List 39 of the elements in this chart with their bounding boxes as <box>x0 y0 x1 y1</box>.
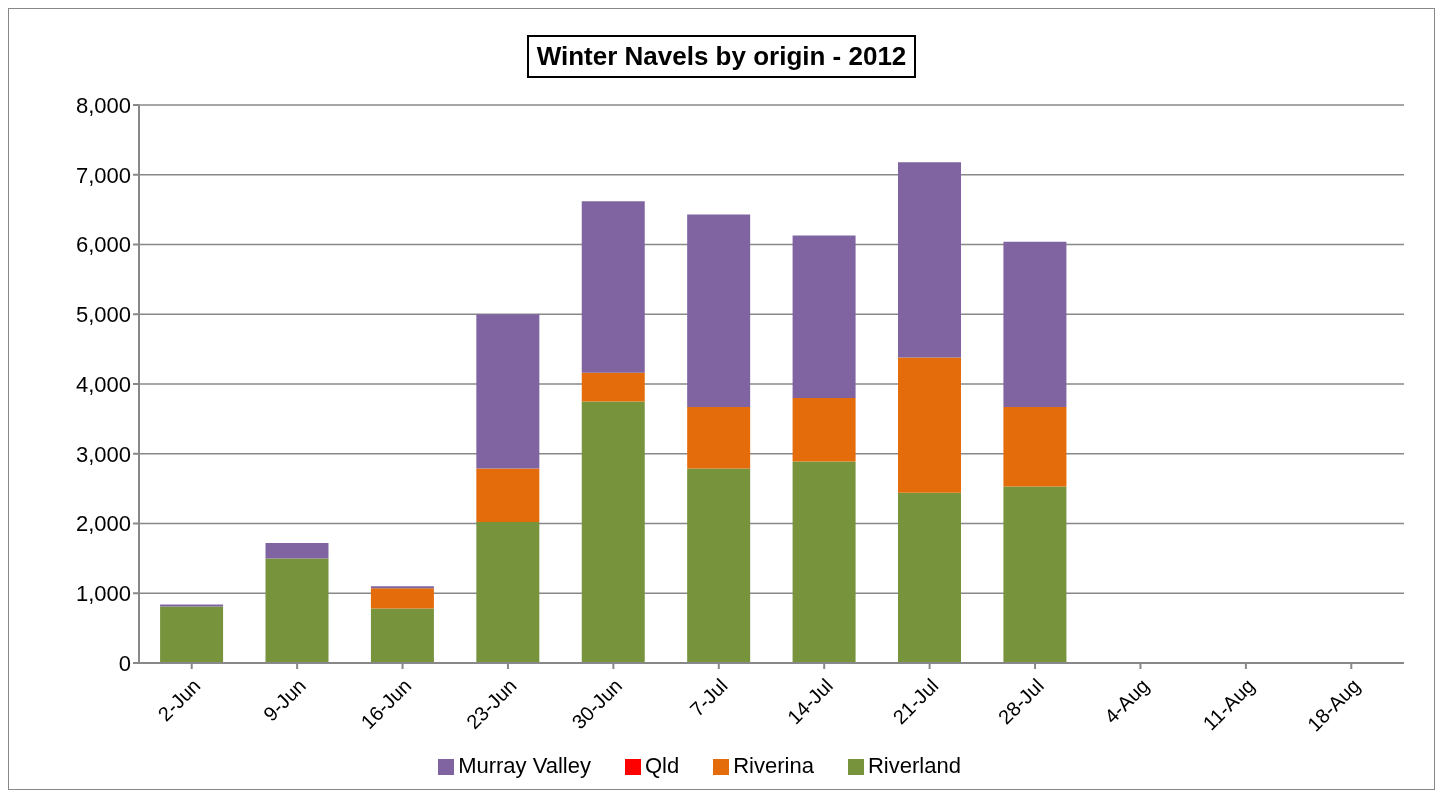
bar <box>792 397 856 462</box>
bar <box>1003 407 1067 487</box>
chart-title: Winter Navels by origin - 2012 <box>526 35 917 78</box>
legend-label: Qld <box>644 753 680 778</box>
bar <box>1003 241 1067 408</box>
bar <box>792 461 856 663</box>
bar <box>370 608 434 663</box>
y-tick-label: 0 <box>118 650 131 676</box>
bar <box>792 235 856 398</box>
bar <box>581 201 645 373</box>
bar <box>581 401 645 663</box>
bar <box>1003 486 1067 663</box>
y-tick-label: 5,000 <box>75 302 131 328</box>
bar <box>898 162 961 358</box>
bar <box>898 357 961 493</box>
bar <box>687 468 751 663</box>
y-tick-label: 1,000 <box>75 581 131 607</box>
bar <box>370 586 434 589</box>
bar <box>160 606 224 663</box>
bar <box>265 558 329 663</box>
legend-label: Riverina <box>733 753 814 778</box>
bar <box>370 588 434 609</box>
legend-label: Riverland <box>867 753 961 778</box>
bar <box>687 407 751 469</box>
y-tick-label: 4,000 <box>75 371 131 397</box>
y-tick-label: 7,000 <box>75 162 131 188</box>
legend-label: Murray Valley <box>458 753 591 778</box>
y-tick-label: 6,000 <box>75 232 131 258</box>
bar <box>160 604 224 607</box>
y-tick-label: 8,000 <box>75 92 131 118</box>
bar <box>476 314 540 469</box>
bar <box>581 372 645 402</box>
bar <box>476 522 540 663</box>
bar <box>898 492 961 663</box>
y-tick-label: 3,000 <box>75 441 131 467</box>
bar <box>476 468 540 523</box>
bar <box>687 214 751 408</box>
bar <box>265 543 329 559</box>
y-tick-label: 2,000 <box>75 511 131 537</box>
